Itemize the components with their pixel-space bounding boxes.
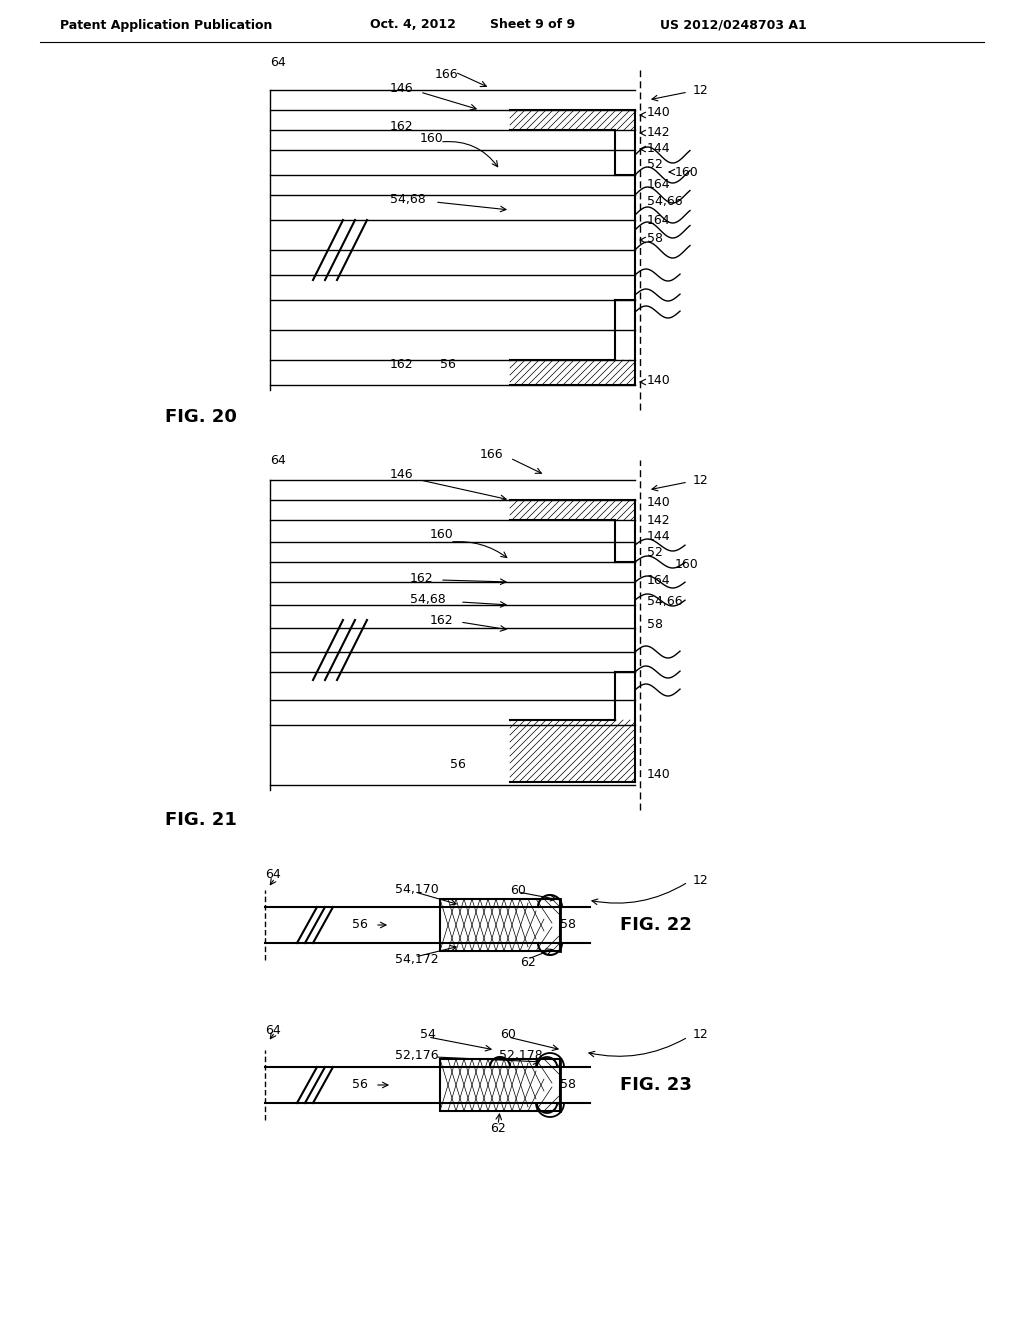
Text: 140: 140 (647, 107, 671, 120)
Text: 52,178: 52,178 (499, 1048, 543, 1061)
Text: FIG. 22: FIG. 22 (620, 916, 692, 935)
Text: 62: 62 (490, 1122, 506, 1134)
Text: FIG. 23: FIG. 23 (620, 1076, 692, 1094)
Text: 64: 64 (270, 454, 286, 466)
Text: 12: 12 (693, 1028, 709, 1041)
Text: 58: 58 (647, 231, 663, 244)
Text: 166: 166 (435, 69, 459, 82)
Text: 64: 64 (270, 55, 286, 69)
Text: 160: 160 (430, 528, 454, 541)
Text: 64: 64 (265, 869, 281, 882)
Text: 58: 58 (647, 619, 663, 631)
Text: 12: 12 (693, 874, 709, 887)
Text: 62: 62 (520, 956, 536, 969)
Text: 64: 64 (265, 1023, 281, 1036)
Text: 12: 12 (693, 474, 709, 487)
Text: 54,66: 54,66 (647, 195, 683, 209)
Text: 56: 56 (450, 759, 466, 771)
Text: Oct. 4, 2012: Oct. 4, 2012 (370, 18, 456, 32)
Text: 160: 160 (420, 132, 443, 144)
Text: 54,170: 54,170 (395, 883, 438, 896)
Text: US 2012/0248703 A1: US 2012/0248703 A1 (660, 18, 807, 32)
Text: 52,176: 52,176 (395, 1048, 438, 1061)
Text: 162: 162 (390, 120, 414, 133)
Text: 146: 146 (390, 469, 414, 482)
Text: 140: 140 (647, 374, 671, 387)
Text: 160: 160 (675, 558, 698, 572)
Text: Patent Application Publication: Patent Application Publication (60, 18, 272, 32)
Text: 162: 162 (410, 572, 433, 585)
Text: Sheet 9 of 9: Sheet 9 of 9 (490, 18, 575, 32)
Text: FIG. 20: FIG. 20 (165, 408, 237, 426)
Text: 140: 140 (647, 768, 671, 781)
Text: FIG. 21: FIG. 21 (165, 810, 237, 829)
Bar (440, 1059, 560, 1111)
Text: 60: 60 (500, 1028, 516, 1041)
Text: 162: 162 (390, 359, 414, 371)
Text: 146: 146 (390, 82, 414, 95)
Text: 166: 166 (480, 449, 504, 462)
Text: 144: 144 (647, 141, 671, 154)
Text: 58: 58 (560, 919, 575, 932)
Text: 144: 144 (647, 529, 671, 543)
Text: 54,172: 54,172 (395, 953, 438, 966)
Text: 54,68: 54,68 (390, 194, 426, 206)
Text: 54: 54 (420, 1028, 436, 1041)
Text: 142: 142 (647, 513, 671, 527)
Text: 142: 142 (647, 125, 671, 139)
Bar (440, 899, 560, 950)
Text: 164: 164 (647, 177, 671, 190)
Text: 12: 12 (693, 83, 709, 96)
Text: 52: 52 (647, 158, 663, 172)
Text: 56: 56 (352, 919, 368, 932)
Text: 54,66: 54,66 (647, 595, 683, 609)
Text: 52: 52 (647, 545, 663, 558)
Text: 58: 58 (560, 1078, 575, 1092)
Text: 162: 162 (430, 614, 454, 627)
Text: 56: 56 (352, 1078, 368, 1092)
Text: 56: 56 (440, 359, 456, 371)
Text: 140: 140 (647, 495, 671, 508)
Text: 164: 164 (647, 573, 671, 586)
Text: 60: 60 (510, 883, 526, 896)
Text: 164: 164 (647, 214, 671, 227)
Text: 54,68: 54,68 (410, 594, 445, 606)
Text: 160: 160 (675, 165, 698, 178)
